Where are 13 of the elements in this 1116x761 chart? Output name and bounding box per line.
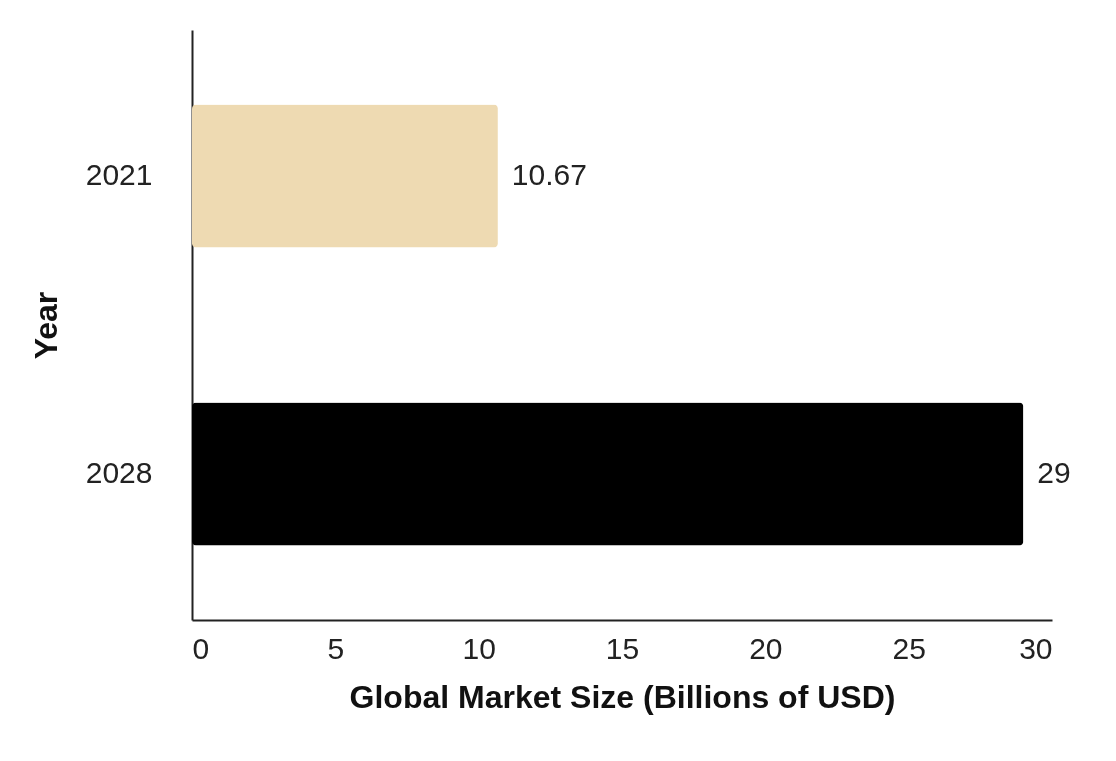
y-axis-title: Year [27, 291, 64, 360]
x-tick-label: 20 [749, 631, 783, 665]
y-tick-label: 2028 [85, 455, 153, 489]
x-tick-label: 15 [605, 631, 640, 665]
data-label: 29 [1037, 455, 1071, 489]
y-tick-label: 2021 [85, 158, 153, 192]
x-axis-title: Global Market Size (Billions of USD) [349, 678, 896, 715]
x-tick-label: 25 [892, 631, 926, 665]
x-tick-label: 10 [462, 631, 496, 665]
x-tick-label: 0 [192, 631, 210, 665]
x-tick-label: 30 [1019, 631, 1053, 665]
x-tick-label: 5 [327, 631, 345, 665]
data-label: 10.67 [511, 158, 587, 192]
